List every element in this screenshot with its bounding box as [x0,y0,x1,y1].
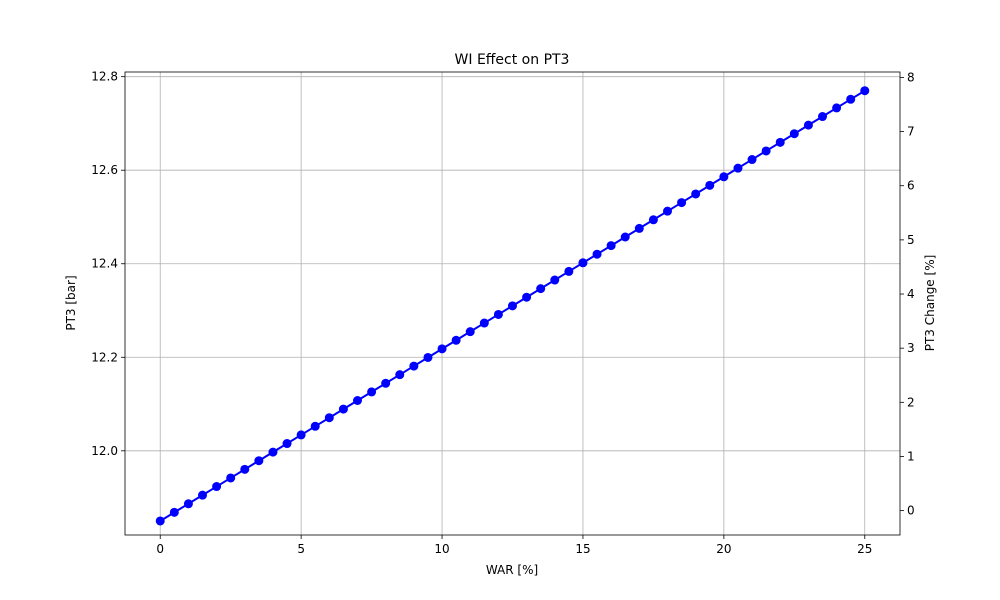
data-point [832,103,842,113]
data-point [353,395,362,405]
data-point [409,361,419,371]
data-point [522,292,532,302]
data-point [183,499,193,509]
y-tick-label: 12.6 [91,163,118,177]
data-point [226,473,236,483]
data-point [691,189,701,199]
data-point [198,490,207,500]
data-point [789,129,799,139]
y2-tick-label: 8 [907,70,915,84]
y-tick-label: 12.4 [91,257,118,271]
data-point [761,146,771,156]
data-point [775,137,785,147]
data-point [606,241,616,251]
y-axis-title: PT3 [bar] [64,275,78,330]
data-point [536,284,546,294]
chart-title: WI Effect on PT3 [455,52,570,68]
data-point [719,172,729,182]
data-point [663,206,672,216]
x-tick-label: 20 [716,542,731,556]
data-point [592,249,602,259]
data-point [437,344,447,354]
data-point [395,370,405,380]
y2-tick-label: 0 [907,504,915,518]
series-layer [155,86,870,526]
data-point [493,309,503,319]
data-point [338,404,348,414]
x-tick-label: 0 [156,542,164,556]
data-point [169,507,179,517]
data-point [620,232,630,242]
data-point [212,482,222,492]
data-point [677,198,687,208]
data-point [479,318,489,328]
data-point [282,439,292,449]
y2-tick-label: 6 [907,179,915,193]
data-point [803,120,813,130]
x-tick-label: 25 [857,542,872,556]
plot-frame [124,71,901,536]
data-point [648,215,658,225]
data-point [705,180,715,190]
data-point [310,421,320,431]
data-point [268,447,278,457]
x-tick-label: 15 [575,542,590,556]
data-point [818,112,827,122]
data-point [367,387,377,397]
y2-tick-label: 7 [907,125,915,139]
data-point [254,456,264,466]
x-axis-title: WAR [%] [486,563,538,577]
data-point [155,516,165,526]
y-tick-label: 12.8 [91,70,118,84]
data-point [451,335,461,345]
data-point [860,86,870,96]
data-point [508,301,517,311]
data-point [846,94,856,104]
y2-tick-label: 2 [907,395,915,409]
data-point [423,352,433,362]
data-point [747,155,757,165]
y-tick-label: 12.2 [91,350,118,364]
data-point [465,327,475,337]
data-point [324,413,334,423]
y2-tick-label: 1 [907,449,915,463]
data-point [564,266,574,276]
x-tick-label: 5 [297,542,305,556]
data-point [381,378,391,388]
y2-tick-label: 3 [907,341,915,355]
y2-tick-label: 5 [907,233,915,247]
y2-axis-title: PT3 Change [%] [923,255,937,352]
data-point [578,258,588,268]
y2-tick-label: 4 [907,287,915,301]
y-tick-label: 12.0 [91,444,118,458]
data-point [550,275,560,285]
data-point [240,464,250,474]
data-point [296,430,306,440]
grid [125,72,900,535]
axis-ticks: 0 5 10 15 20 25 12.0 12.2 12.4 12.6 12.8 0 1 2 3 4 5 6 7 8 [91,70,914,556]
x-tick-label: 10 [434,542,449,556]
data-point [733,163,743,173]
data-point [634,223,644,233]
